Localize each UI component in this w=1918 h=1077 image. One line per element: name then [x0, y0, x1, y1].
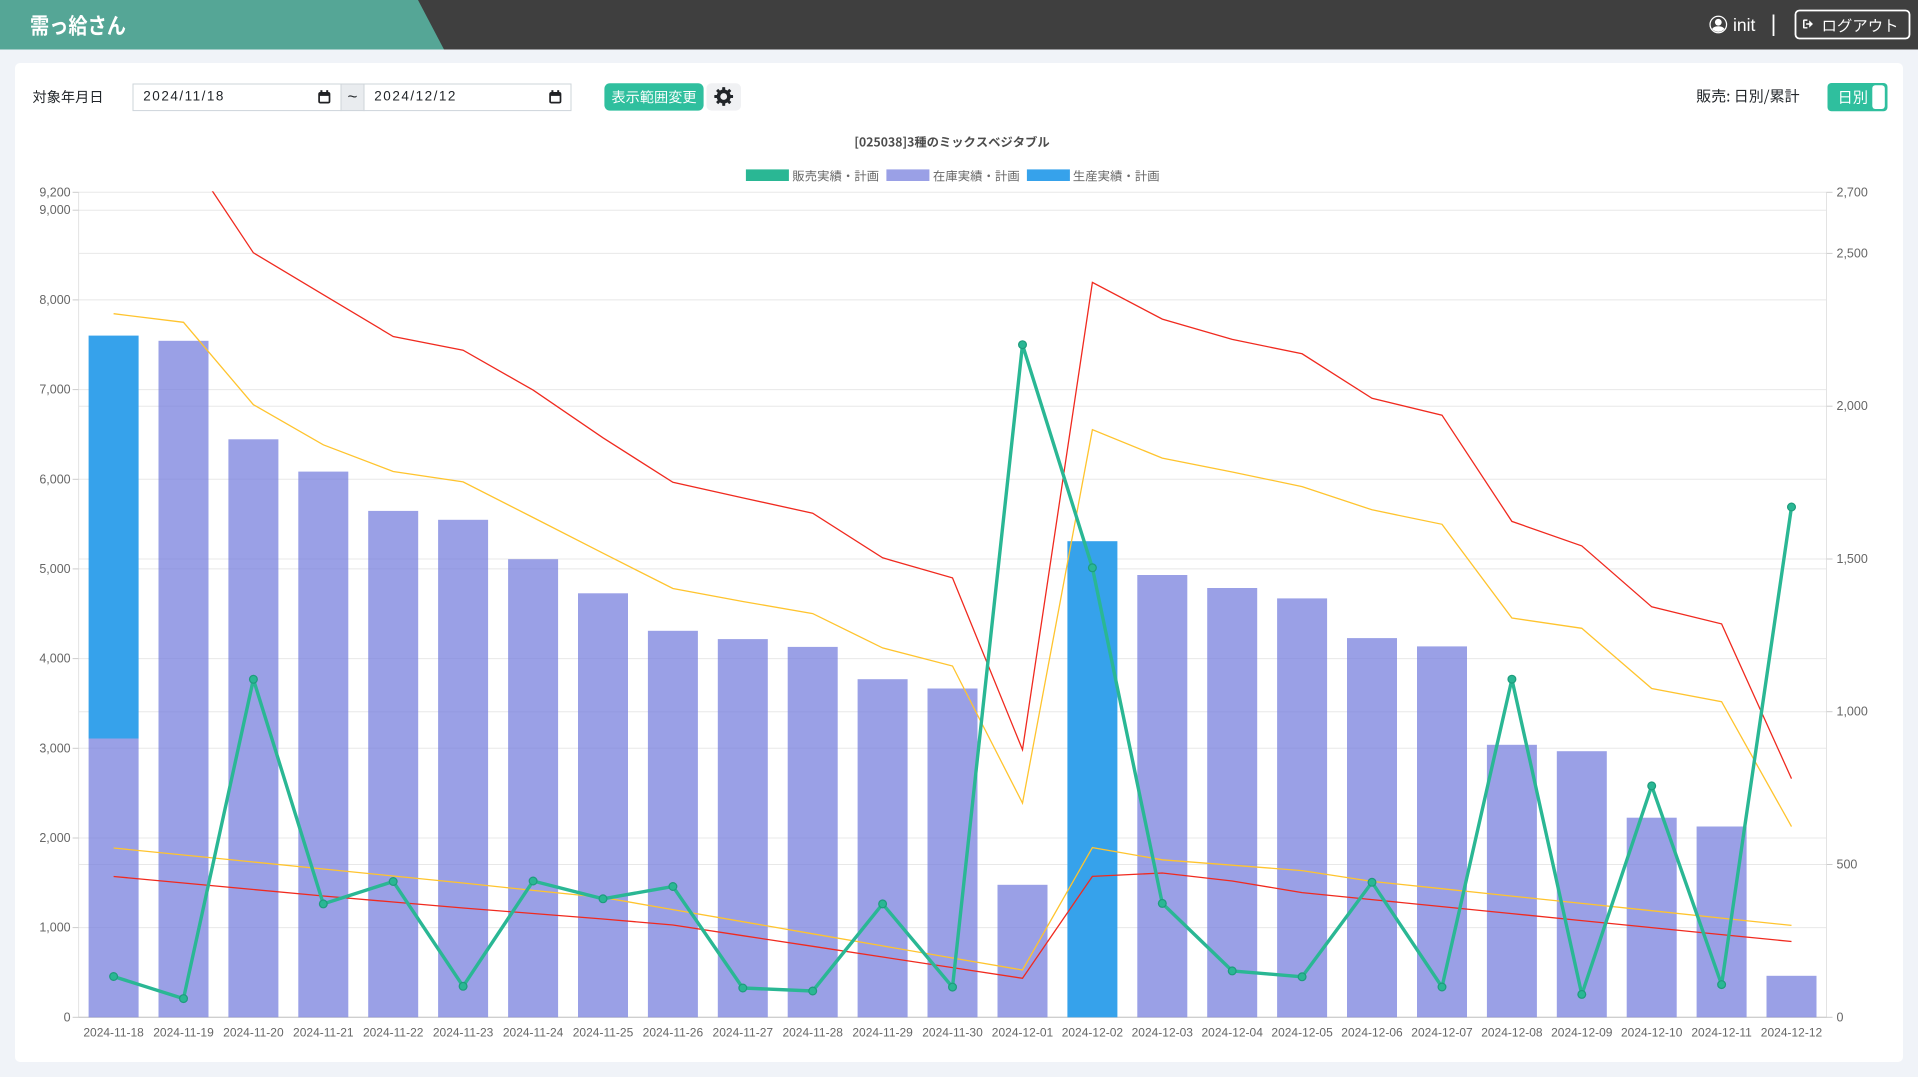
- svg-text:2024-11-24: 2024-11-24: [503, 1026, 564, 1040]
- svg-text:2024-12-08: 2024-12-08: [1481, 1026, 1543, 1040]
- svg-text:2024-11-27: 2024-11-27: [713, 1026, 774, 1040]
- svg-text:0: 0: [64, 1010, 71, 1024]
- svg-text:0: 0: [1837, 1010, 1844, 1024]
- svg-text:2,000: 2,000: [1837, 399, 1868, 413]
- svg-text:2024-12-11: 2024-12-11: [1691, 1026, 1752, 1040]
- svg-text:2024-11-22: 2024-11-22: [363, 1026, 424, 1040]
- svg-text:2024-11-29: 2024-11-29: [852, 1026, 913, 1040]
- svg-text:2024-12-07: 2024-12-07: [1411, 1026, 1473, 1040]
- svg-text:2024-12-05: 2024-12-05: [1271, 1026, 1333, 1040]
- svg-text:3,000: 3,000: [39, 741, 70, 755]
- svg-text:2024-12-04: 2024-12-04: [1202, 1026, 1264, 1040]
- svg-text:2024-11-18: 2024-11-18: [83, 1026, 144, 1040]
- svg-text:2024-12-01: 2024-12-01: [992, 1026, 1054, 1040]
- svg-text:2,700: 2,700: [1837, 185, 1868, 199]
- svg-text:2024-11-23: 2024-11-23: [433, 1026, 494, 1040]
- svg-text:6,000: 6,000: [39, 472, 70, 486]
- svg-text:2024-12-06: 2024-12-06: [1341, 1026, 1403, 1040]
- svg-text:2024-11-21: 2024-11-21: [293, 1026, 354, 1040]
- svg-text:2024-11-20: 2024-11-20: [223, 1026, 284, 1040]
- svg-text:1,500: 1,500: [1837, 552, 1868, 566]
- svg-text:9,000: 9,000: [39, 203, 70, 217]
- svg-text:4,000: 4,000: [39, 652, 70, 666]
- svg-text:2,500: 2,500: [1837, 246, 1868, 260]
- svg-text:2024-11-26: 2024-11-26: [643, 1026, 704, 1040]
- svg-text:2024/11/18: 2024/11/18: [143, 88, 225, 103]
- svg-text:5,000: 5,000: [39, 562, 70, 576]
- svg-text:500: 500: [1837, 858, 1858, 872]
- svg-text:2024-11-19: 2024-11-19: [153, 1026, 214, 1040]
- svg-text:1,000: 1,000: [1837, 705, 1868, 719]
- svg-text:2024-11-25: 2024-11-25: [573, 1026, 634, 1040]
- svg-text:1,000: 1,000: [39, 921, 70, 935]
- svg-text:~: ~: [348, 87, 358, 106]
- svg-text:8,000: 8,000: [39, 293, 70, 307]
- svg-text:2024-12-10: 2024-12-10: [1621, 1026, 1683, 1040]
- svg-text:2024-12-12: 2024-12-12: [1761, 1026, 1823, 1040]
- svg-text:2024/12/12: 2024/12/12: [374, 88, 457, 103]
- svg-text:2024-12-03: 2024-12-03: [1132, 1026, 1194, 1040]
- svg-text:2024-12-02: 2024-12-02: [1062, 1026, 1124, 1040]
- svg-text:2024-11-30: 2024-11-30: [922, 1026, 983, 1040]
- svg-text:2024-11-28: 2024-11-28: [782, 1026, 843, 1040]
- svg-text:2,000: 2,000: [39, 831, 70, 845]
- svg-text:7,000: 7,000: [39, 383, 70, 397]
- svg-text:2024-12-09: 2024-12-09: [1551, 1026, 1613, 1040]
- svg-text:9,200: 9,200: [39, 185, 70, 199]
- svg-text:init: init: [1733, 15, 1756, 35]
